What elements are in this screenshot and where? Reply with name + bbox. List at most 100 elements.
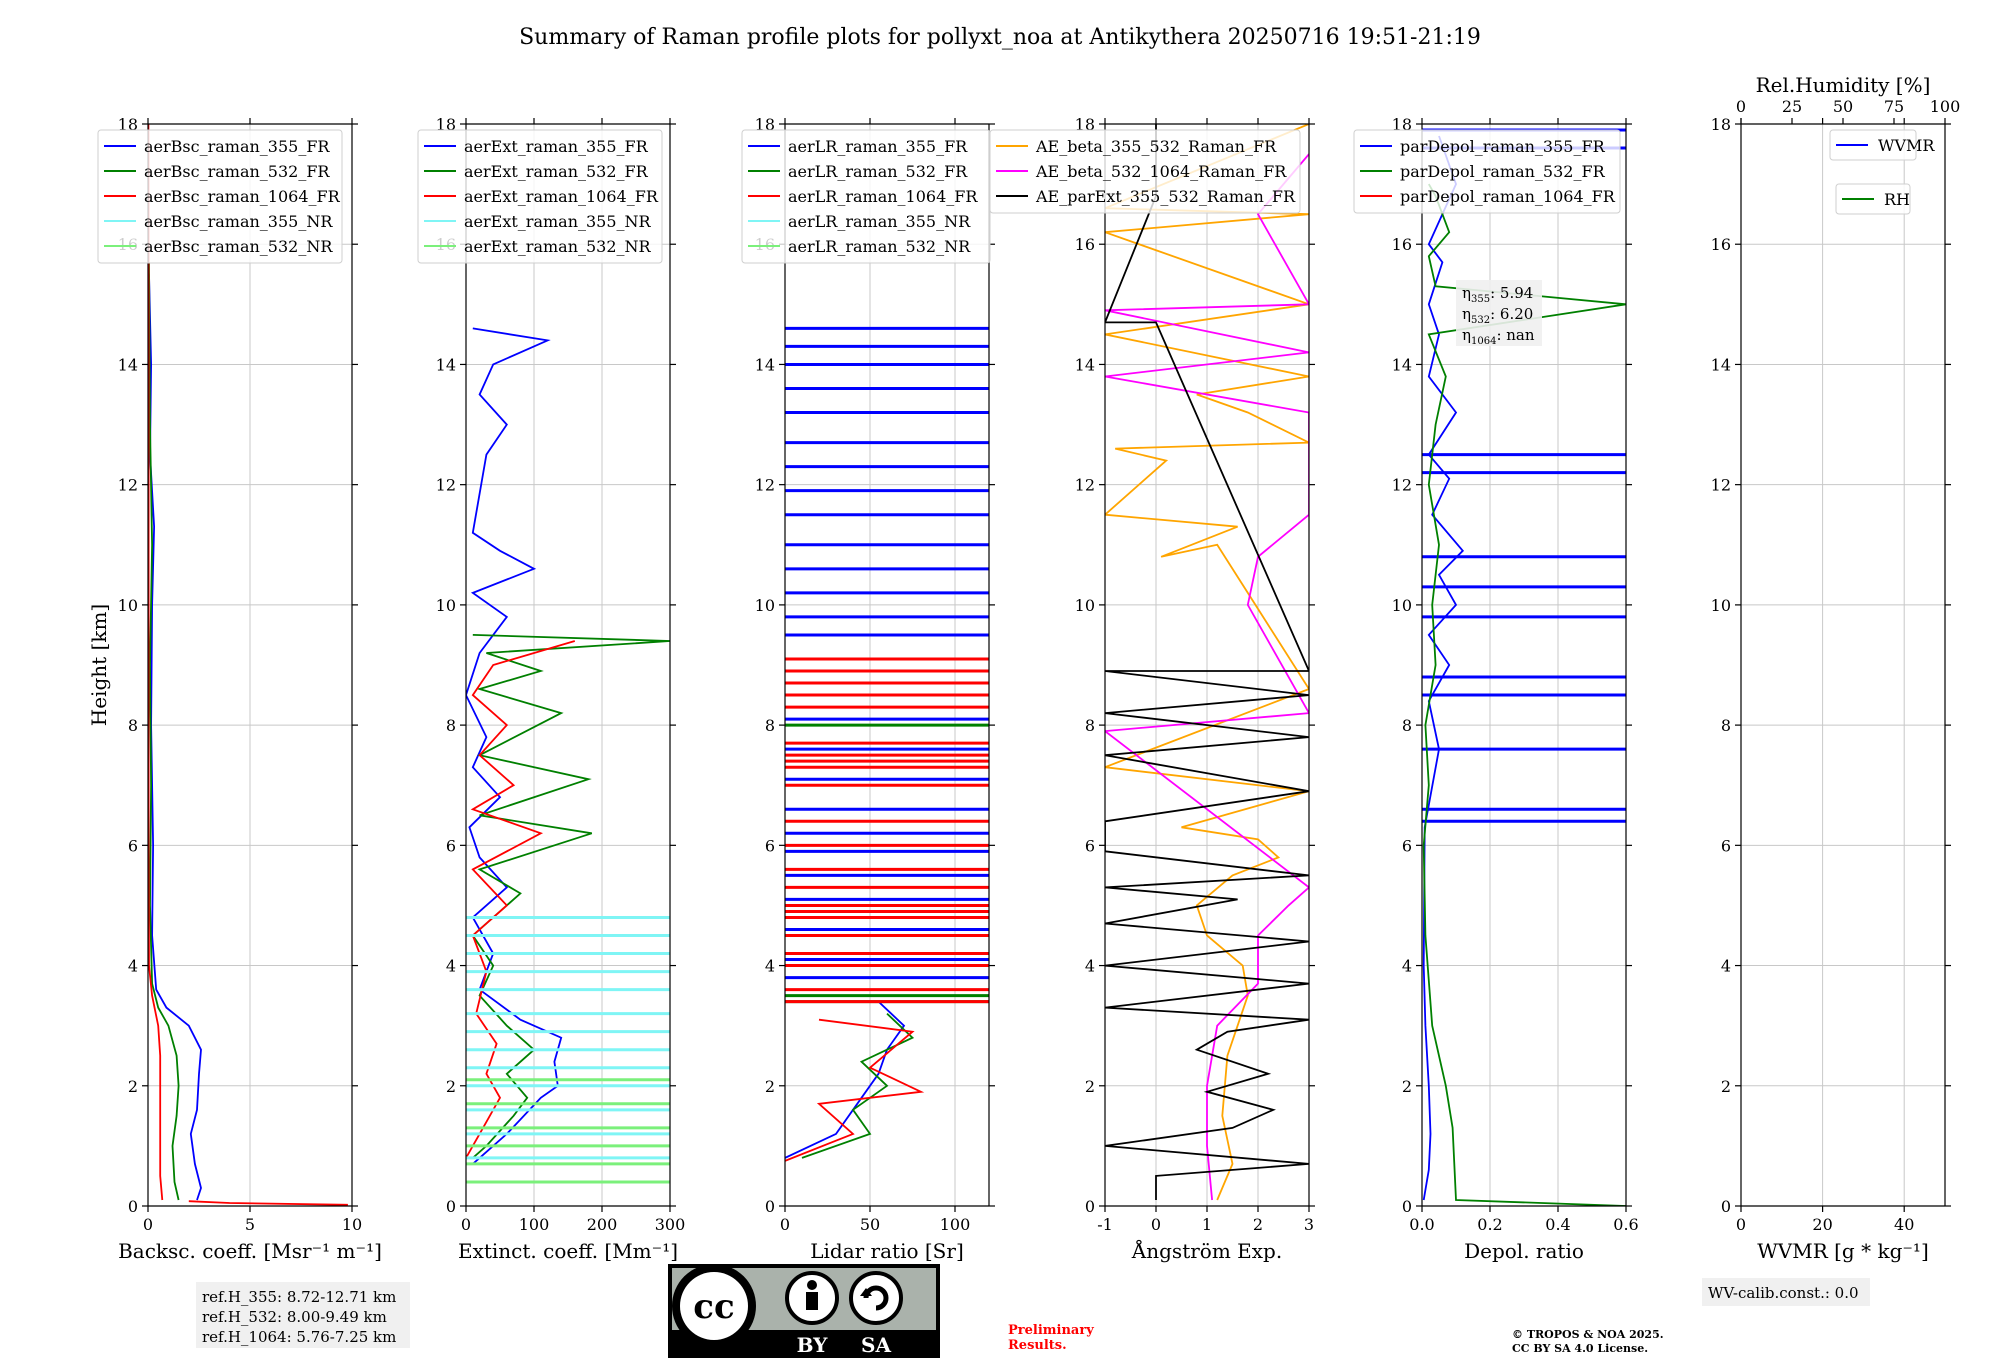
x-tick-label: 40: [1894, 1215, 1914, 1234]
y-tick-label: 14: [1711, 355, 1731, 374]
y-tick-label: 12: [755, 476, 775, 495]
y-tick-label: 2: [1085, 1077, 1095, 1096]
series-line-aerExt_raman_355_FR: [466, 327, 563, 1165]
x-tick-label: 0: [1151, 1215, 1161, 1234]
series-line-parDepol_raman_532_FR: [1422, 183, 1626, 1206]
legend-label-aerBsc_raman_355_NR: aerBsc_raman_355_NR: [144, 212, 333, 231]
eta-box: η355: 5.94 η532: 6.20 η1064: nan: [1456, 280, 1542, 347]
y-tick-label: 8: [1085, 716, 1095, 735]
reference-height-box: ref.H_355: 8.72-12.71 km ref.H_532: 8.00…: [196, 1282, 410, 1348]
x-tick-label: 100: [519, 1215, 550, 1234]
legend-label-aerExt_raman_532_NR: aerExt_raman_532_NR: [464, 237, 652, 256]
legend-label-parDepol_raman_355_FR: parDepol_raman_355_FR: [1400, 137, 1606, 156]
series-line-AE_beta_355_532_Raman_FR: [1105, 124, 1309, 1201]
legend-label-AE_parExt_355_532_Raman_FR: AE_parExt_355_532_Raman_FR: [1035, 187, 1296, 206]
y-tick-label: 10: [755, 596, 775, 615]
y-tick-label: 4: [1721, 957, 1731, 976]
legend-label-aerExt_raman_1064_FR: aerExt_raman_1064_FR: [464, 187, 659, 206]
preliminary-text-line1: Preliminary: [1008, 1323, 1094, 1338]
legend-label-AE_beta_355_532_Raman_FR: AE_beta_355_532_Raman_FR: [1035, 137, 1277, 156]
legend-label-aerLR_raman_355_NR: aerLR_raman_355_NR: [788, 212, 971, 231]
x-tick-label: 0.4: [1545, 1215, 1570, 1234]
eta-background: [1456, 280, 1542, 346]
ref-h-1064: ref.H_1064: 5.76-7.25 km: [202, 1328, 396, 1346]
y-tick-label: 18: [1392, 115, 1412, 134]
cc-icon: [680, 1272, 748, 1340]
x-tick-label: 0.6: [1613, 1215, 1638, 1234]
series-line-aerLR_raman_1064_FR: [785, 1018, 925, 1162]
copyright-line1: © TROPOS & NOA 2025.: [1512, 1328, 1664, 1341]
y-tick-label: 12: [118, 476, 138, 495]
plot-area-extinction: [466, 327, 670, 1184]
top-tick-label: 0: [1736, 97, 1746, 116]
y-tick-label: 6: [765, 836, 775, 855]
panel-lidar_ratio: 024681012141618050100Lidar ratio [Sr]aer…: [741, 115, 995, 1263]
top-tick-label: 100: [1930, 97, 1961, 116]
legend-box: [97, 129, 343, 264]
y-tick-label: 12: [1075, 476, 1095, 495]
legend-label-aerExt_raman_355_FR: aerExt_raman_355_FR: [464, 137, 649, 156]
wv-calib-box: WV-calib.const.: 0.0: [1702, 1278, 1870, 1306]
cc-by-label: BY: [797, 1333, 829, 1357]
cc-by-sa-badge: cc BY SA: [668, 1264, 940, 1358]
cc-logo-text: cc: [693, 1287, 734, 1327]
series-line-surface_spike: [188, 1200, 348, 1206]
y-tick-label: 0: [1721, 1197, 1731, 1216]
y-tick-label: 8: [1402, 716, 1412, 735]
x-tick-label: 2: [1253, 1215, 1263, 1234]
top-tick-label: 50: [1833, 97, 1853, 116]
x-tick-label: 1: [1202, 1215, 1212, 1234]
y-tick-label: 6: [1085, 836, 1095, 855]
y-tick-label: 8: [765, 716, 775, 735]
x-axis-label: Extinct. coeff. [Mm⁻¹]: [458, 1239, 678, 1263]
y-tick-label: 2: [446, 1077, 456, 1096]
ref-h-355: ref.H_355: 8.72-12.71 km: [202, 1288, 396, 1306]
y-tick-label: 18: [1075, 115, 1095, 134]
by-person-body: [806, 1292, 818, 1310]
series-line-aerLR_raman_532_FR: [801, 1012, 915, 1159]
x-axis-label: Depol. ratio: [1464, 1239, 1584, 1263]
x-tick-label: 200: [587, 1215, 618, 1234]
y-tick-label: 10: [1075, 596, 1095, 615]
plot-area-lidar_ratio: [785, 326, 989, 1162]
y-tick-label: 16: [1392, 235, 1412, 254]
panel-backscatter: 0246810121416180510Backsc. coeff. [Msr⁻¹…: [87, 115, 382, 1263]
series-line-aerLR_raman_355_FR: [785, 1000, 906, 1159]
y-tick-label: 4: [446, 957, 456, 976]
legend-label-aerLR_raman_532_FR: aerLR_raman_532_FR: [788, 162, 968, 181]
y-tick-label: 12: [1392, 476, 1412, 495]
wv-calib-text: WV-calib.const.: 0.0: [1708, 1284, 1859, 1302]
x-tick-label: -1: [1097, 1215, 1113, 1234]
series-line-aerBsc_raman_1064_FR: [148, 124, 164, 1201]
legend-label-aerLR_raman_355_FR: aerLR_raman_355_FR: [788, 137, 968, 156]
y-tick-label: 14: [755, 355, 775, 374]
x-axis-label: Backsc. coeff. [Msr⁻¹ m⁻¹]: [118, 1239, 382, 1263]
legend-label-aerLR_raman_1064_FR: aerLR_raman_1064_FR: [788, 187, 978, 206]
series-line-aerBsc_raman_355_FR: [148, 274, 202, 1201]
y-tick-label: 14: [1075, 355, 1095, 374]
top-tick-label: 25: [1782, 97, 1802, 116]
y-tick-label: 16: [1711, 235, 1731, 254]
x-tick-label: 20: [1812, 1215, 1832, 1234]
series-line-aerExt_raman_1064_FR: [466, 640, 576, 1159]
y-tick-label: 10: [1392, 596, 1412, 615]
y-tick-label: 18: [755, 115, 775, 134]
y-tick-label: 2: [128, 1077, 138, 1096]
series-line-aerBsc_raman_532_FR: [148, 262, 180, 1201]
y-tick-label: 16: [1075, 235, 1095, 254]
legend-box: [1353, 129, 1621, 214]
x-axis-label: WVMR [g * kg⁻¹]: [1757, 1239, 1929, 1263]
x-tick-label: 0: [143, 1215, 153, 1234]
series-line-parDepol_raman_355_FR: [1422, 135, 1465, 1201]
y-tick-label: 14: [118, 355, 138, 374]
y-tick-label: 6: [1402, 836, 1412, 855]
legend-label-aerBsc_raman_532_NR: aerBsc_raman_532_NR: [144, 237, 333, 256]
x-tick-label: 100: [940, 1215, 971, 1234]
y-tick-label: 12: [1711, 476, 1731, 495]
panels-container: 0246810121416180510Backsc. coeff. [Msr⁻¹…: [87, 73, 1960, 1263]
plot-area-angstrom: [1105, 124, 1309, 1201]
wv-calib-background: [1702, 1278, 1870, 1306]
reference-height-background: [196, 1282, 410, 1348]
legend-label-WVMR: WVMR: [1878, 136, 1935, 155]
